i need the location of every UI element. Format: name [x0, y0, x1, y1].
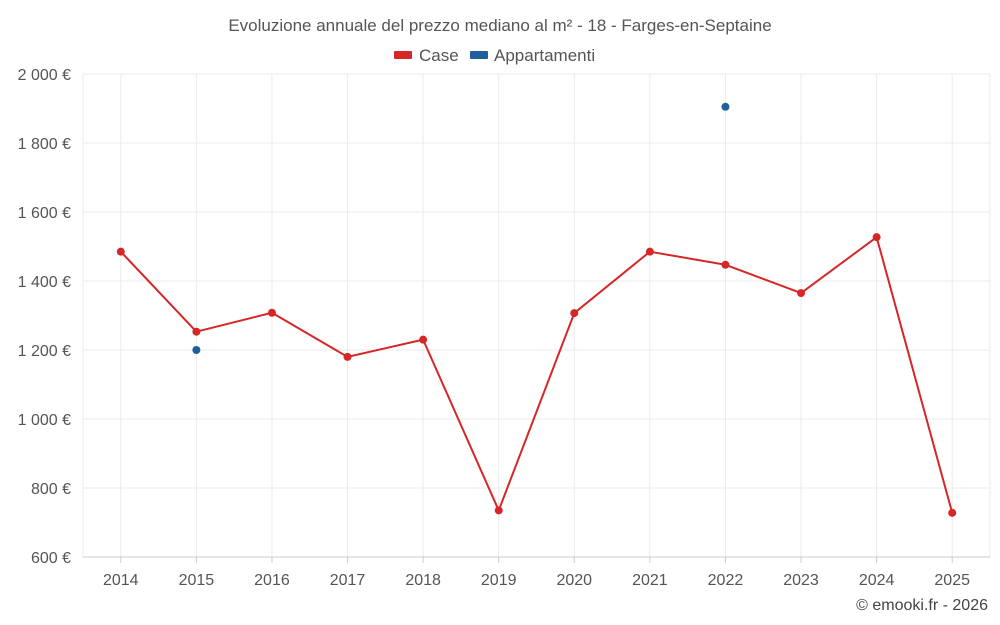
series — [116, 102, 957, 517]
data-point-case-2014[interactable] — [116, 247, 125, 256]
data-point-case-2021[interactable] — [645, 247, 654, 256]
data-point-case-2016[interactable] — [267, 308, 276, 317]
y-tick-label: 1 600 € — [18, 205, 71, 222]
axes: 600 € 800 € 1 000 € 1 200 € 1 400 € 1 600 € 1 … — [18, 67, 990, 589]
legend-item-case[interactable]: Case — [394, 46, 459, 65]
x-tick-label: 2025 — [934, 572, 970, 589]
data-point-case-2019[interactable] — [494, 506, 503, 515]
x-tick-label: 2020 — [556, 572, 592, 589]
series-case — [116, 233, 957, 517]
data-point-case-2017[interactable] — [343, 352, 352, 361]
footer-copyright: © emooki.fr - 2026 — [856, 597, 988, 614]
x-tick-label: 2023 — [783, 572, 819, 589]
data-point-case-2025[interactable] — [948, 508, 957, 517]
x-tick-label: 2018 — [405, 572, 441, 589]
chart-title: Evoluzione annuale del prezzo mediano al… — [228, 16, 771, 35]
y-tick-label: 2 000 € — [18, 67, 71, 84]
x-tick-label: 2014 — [103, 572, 139, 589]
y-tick-label: 1 000 € — [18, 412, 71, 429]
x-tick-label: 2022 — [708, 572, 744, 589]
data-point-appartamenti-2015[interactable] — [192, 346, 201, 354]
legend-label-case: Case — [419, 46, 459, 65]
x-tick-label: 2019 — [481, 572, 517, 589]
y-tick-label: 600 € — [31, 550, 71, 567]
series-line-case — [120, 236, 954, 514]
y-tick-label: 1 400 € — [18, 274, 71, 291]
data-point-case-2015[interactable] — [192, 327, 201, 336]
legend-swatch-case — [394, 51, 412, 59]
x-tick-label: 2017 — [330, 572, 366, 589]
series-appartamenti — [192, 102, 730, 354]
data-point-case-2022[interactable] — [721, 260, 730, 269]
y-tick-label: 800 € — [31, 481, 71, 498]
data-point-case-2023[interactable] — [797, 289, 806, 298]
data-point-case-2020[interactable] — [570, 309, 579, 318]
legend-item-appartamenti[interactable]: Appartamenti — [470, 46, 595, 65]
x-tick-label: 2021 — [632, 572, 668, 589]
y-tick-label: 1 800 € — [18, 136, 71, 153]
legend-label-appartamenti: Appartamenti — [494, 46, 595, 65]
data-point-case-2024[interactable] — [872, 233, 881, 242]
data-point-case-2018[interactable] — [419, 335, 428, 344]
legend: Case Appartamenti — [394, 46, 595, 65]
y-tick-label: 1 200 € — [18, 343, 71, 360]
grid — [82, 73, 991, 557]
legend-swatch-appartamenti — [470, 51, 488, 59]
x-tick-label: 2015 — [179, 572, 215, 589]
x-tick-label: 2024 — [859, 572, 895, 589]
x-tick-label: 2016 — [254, 572, 290, 589]
data-point-appartamenti-2022[interactable] — [721, 102, 730, 111]
